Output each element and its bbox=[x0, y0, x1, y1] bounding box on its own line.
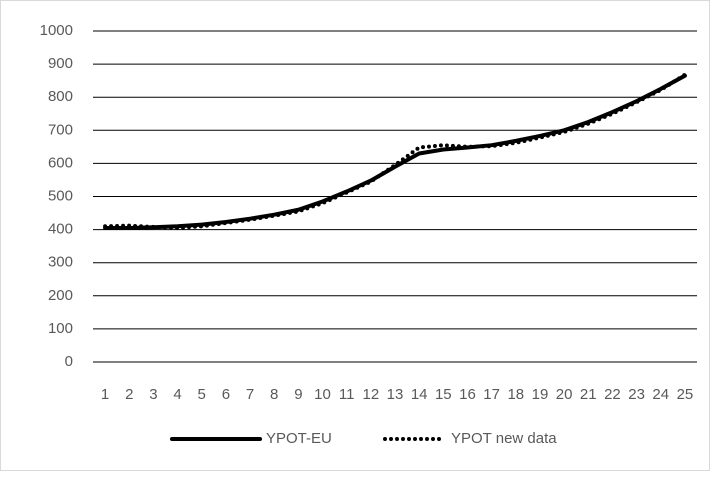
x-tick-label: 1 bbox=[101, 386, 109, 403]
legend-label: YPOT-EU bbox=[266, 430, 332, 447]
x-tick-label: 5 bbox=[198, 386, 206, 403]
series-line bbox=[103, 72, 687, 230]
y-tick-label: 300 bbox=[48, 254, 73, 271]
y-tick-label: 1000 bbox=[40, 22, 73, 39]
x-tick-label: 14 bbox=[411, 386, 428, 403]
legend-label: YPOT new data bbox=[451, 430, 557, 447]
x-tick-label: 16 bbox=[459, 386, 476, 403]
y-tick-label: 500 bbox=[48, 187, 73, 204]
y-tick-label: 600 bbox=[48, 154, 73, 171]
x-tick-label: 13 bbox=[387, 386, 404, 403]
x-tick-label: 21 bbox=[580, 386, 597, 403]
x-tick-label: 9 bbox=[294, 386, 302, 403]
x-tick-label: 18 bbox=[507, 386, 524, 403]
x-tick-label: 15 bbox=[435, 386, 452, 403]
x-tick-label: 7 bbox=[246, 386, 254, 403]
y-tick-label: 900 bbox=[48, 55, 73, 72]
x-tick-label: 25 bbox=[677, 386, 694, 403]
y-tick-label: 700 bbox=[48, 121, 73, 138]
y-tick-label: 800 bbox=[48, 88, 73, 105]
x-tick-label: 23 bbox=[628, 386, 645, 403]
x-tick-label: 12 bbox=[362, 386, 379, 403]
x-tick-label: 24 bbox=[652, 386, 669, 403]
x-tick-label: 11 bbox=[339, 386, 355, 403]
y-tick-label: 100 bbox=[48, 320, 73, 337]
y-tick-label: 0 bbox=[65, 353, 73, 370]
x-tick-label: 10 bbox=[314, 386, 331, 403]
x-tick-label: 6 bbox=[222, 386, 230, 403]
y-tick-label: 200 bbox=[48, 287, 73, 304]
x-tick-label: 20 bbox=[556, 386, 573, 403]
x-tick-label: 3 bbox=[149, 386, 157, 403]
x-tick-label: 4 bbox=[173, 386, 181, 403]
x-tick-label: 19 bbox=[532, 386, 549, 403]
x-tick-label: 17 bbox=[483, 386, 500, 403]
x-tick-label: 22 bbox=[604, 386, 621, 403]
x-tick-label: 2 bbox=[125, 386, 133, 403]
y-tick-label: 400 bbox=[48, 221, 73, 238]
x-tick-label: 8 bbox=[270, 386, 278, 403]
